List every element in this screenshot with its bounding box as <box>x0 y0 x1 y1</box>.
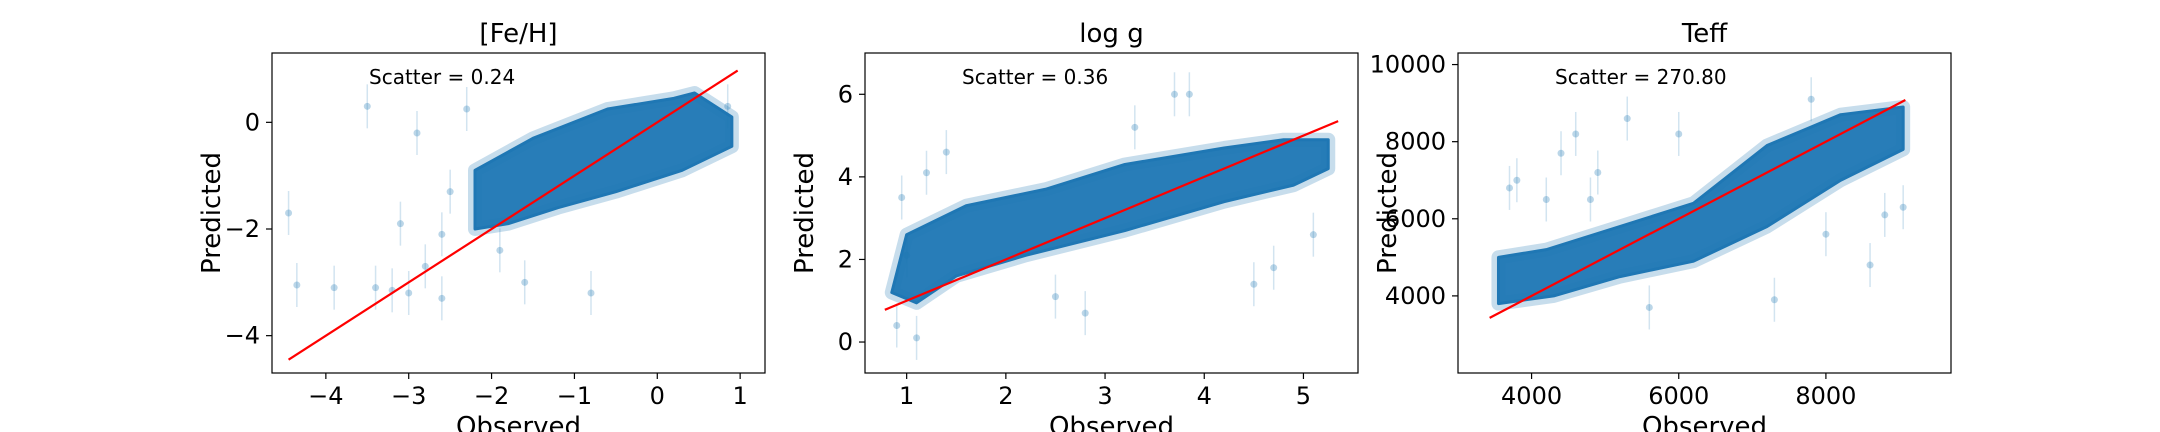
x-tick-label: 6000 <box>1648 382 1709 410</box>
chart-title: [Fe/H] <box>479 19 557 49</box>
y-tick-label: 2 <box>838 245 853 273</box>
data-point <box>1185 90 1193 98</box>
axes-frame <box>271 52 766 374</box>
y-tick-label: 4 <box>838 163 853 191</box>
data-point <box>1586 196 1594 204</box>
scatter-annotation: Scatter = 0.24 <box>369 65 515 89</box>
y-tick-label: 6000 <box>1385 205 1446 233</box>
y-axis-label: Predicted <box>197 152 227 274</box>
x-tick-label: −2 <box>474 382 509 410</box>
data-point <box>1881 211 1889 219</box>
data-point <box>923 169 931 177</box>
data-point <box>724 102 732 110</box>
data-point <box>438 294 446 302</box>
data-point <box>1542 196 1550 204</box>
x-tick-label: −1 <box>557 382 592 410</box>
data-point <box>1675 130 1683 138</box>
y-tick-label: 8000 <box>1385 128 1446 156</box>
data-point <box>1866 261 1874 269</box>
data-point <box>1270 264 1278 272</box>
data-point <box>1131 123 1139 131</box>
data-point <box>1623 115 1631 123</box>
plot-area <box>285 69 739 361</box>
data-point <box>1170 90 1178 98</box>
y-tick-label: 6 <box>838 80 853 108</box>
x-tick-label: 1 <box>733 382 748 410</box>
panel-teff: Teff Scatter = 270.80 Observed Predicted… <box>1370 19 1952 432</box>
x-tick-label: −3 <box>391 382 426 410</box>
fit-line <box>884 120 1339 311</box>
data-point <box>1822 230 1830 238</box>
y-tick-label: −2 <box>225 215 260 243</box>
data-point <box>1807 95 1815 103</box>
chart-title: log g <box>1079 19 1143 49</box>
data-point <box>363 102 371 110</box>
x-tick-label: 1 <box>899 382 914 410</box>
y-tick-label: −4 <box>225 322 260 350</box>
data-point <box>330 284 338 292</box>
y-tick-label: 0 <box>838 328 853 356</box>
panel-feh: [Fe/H] Scatter = 0.24 Observed Predicted… <box>197 19 766 432</box>
panel-logg: log g Scatter = 0.36 Observed Predicted … <box>790 19 1359 432</box>
data-point <box>1645 303 1653 311</box>
point-cloud <box>473 91 734 231</box>
x-tick-label: 2 <box>998 382 1013 410</box>
data-point <box>421 262 429 270</box>
y-tick-label: 0 <box>245 108 260 136</box>
data-point <box>893 322 901 330</box>
data-point <box>1309 231 1317 239</box>
y-tick-label: 4000 <box>1385 282 1446 310</box>
data-point <box>396 220 404 228</box>
x-tick-label: 5 <box>1296 382 1311 410</box>
data-point <box>413 129 421 137</box>
plot-area <box>1489 77 1911 330</box>
x-tick-label: 4000 <box>1501 382 1562 410</box>
data-point <box>372 284 380 292</box>
y-tick-label: 10000 <box>1370 51 1446 79</box>
data-point <box>496 246 504 254</box>
x-tick-label: 0 <box>650 382 665 410</box>
data-point <box>942 148 950 156</box>
data-point <box>1250 280 1258 288</box>
axes-frame <box>864 52 1359 374</box>
data-point <box>903 251 911 259</box>
y-axis-label: Predicted <box>1373 152 1403 274</box>
data-point <box>446 188 454 196</box>
data-point <box>898 194 906 202</box>
data-point <box>1770 296 1778 304</box>
data-point <box>1051 293 1059 301</box>
x-tick-label: 8000 <box>1795 382 1856 410</box>
y-axis-label: Predicted <box>790 152 820 274</box>
data-point <box>1572 130 1580 138</box>
data-point <box>1557 149 1565 157</box>
x-axis-label: Observed <box>1642 412 1767 432</box>
data-point <box>913 334 921 342</box>
x-axis-label: Observed <box>1049 412 1174 432</box>
scatter-annotation: Scatter = 0.36 <box>962 65 1108 89</box>
axes-frame <box>1457 52 1952 374</box>
data-point <box>1513 176 1521 184</box>
data-point <box>285 209 293 217</box>
data-point <box>587 289 595 297</box>
chart-title: Teff <box>1681 19 1728 49</box>
data-point <box>293 281 301 289</box>
scatter-annotation: Scatter = 270.80 <box>1555 65 1727 89</box>
data-point <box>1506 184 1514 192</box>
fit-line <box>1489 99 1906 319</box>
data-point <box>463 105 471 113</box>
data-point <box>438 230 446 238</box>
data-point <box>1081 309 1089 317</box>
point-cloud <box>1496 105 1905 306</box>
data-point <box>1594 169 1602 177</box>
x-tick-label: −4 <box>308 382 343 410</box>
data-point <box>405 289 413 297</box>
fit-line <box>287 69 739 361</box>
plot-area <box>884 72 1339 360</box>
x-axis-label: Observed <box>456 412 581 432</box>
data-point <box>1899 203 1907 211</box>
x-tick-label: 3 <box>1097 382 1112 410</box>
x-tick-label: 4 <box>1197 382 1212 410</box>
data-point <box>521 278 529 286</box>
